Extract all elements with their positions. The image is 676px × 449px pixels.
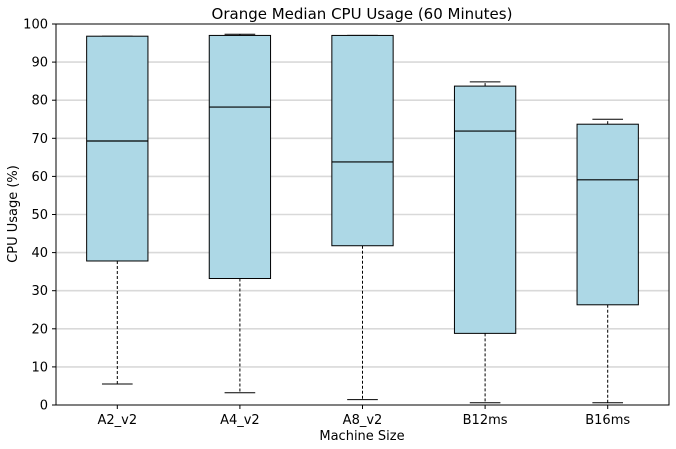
box-A4_v2 [208,33,272,394]
iqr-box [86,35,149,262]
y-tick-label: 100 [23,18,48,33]
y-tick-label: 10 [31,360,48,375]
box-A8_v2 [331,34,394,401]
iqr-box [331,34,394,247]
x-tick-label: B12ms [463,413,508,428]
y-tick-label: 60 [31,170,48,185]
x-tick-label: B16ms [585,413,630,428]
y-axis-label: CPU Usage (%) [6,165,21,263]
iqr-box [453,85,517,334]
iqr-box [208,34,272,280]
chart-title: Orange Median CPU Usage (60 Minutes) [212,5,513,23]
x-tick-label: A4_v2 [220,413,260,428]
box-B12ms [453,81,517,404]
box-A2_v2 [86,35,149,385]
y-tick-label: 40 [31,246,48,261]
x-axis-ticks: A2_v2 A4_v2 A8_v2 B12ms B16ms [97,405,630,428]
box-B16ms [576,118,639,404]
y-tick-label: 50 [31,208,48,223]
iqr-box [576,123,639,306]
y-tick-label: 20 [31,322,48,337]
y-tick-label: 90 [31,56,48,71]
x-axis-label: Machine Size [319,429,404,444]
y-tick-label: 0 [40,399,48,414]
x-tick-label: A2_v2 [97,413,137,428]
y-tick-label: 30 [31,284,48,299]
x-tick-label: A8_v2 [343,413,383,428]
y-tick-label: 80 [31,94,48,109]
y-tick-label: 70 [31,132,48,147]
boxes [86,33,639,404]
y-axis-ticks: 0 10 20 30 40 50 60 70 80 90 100 [23,18,56,414]
